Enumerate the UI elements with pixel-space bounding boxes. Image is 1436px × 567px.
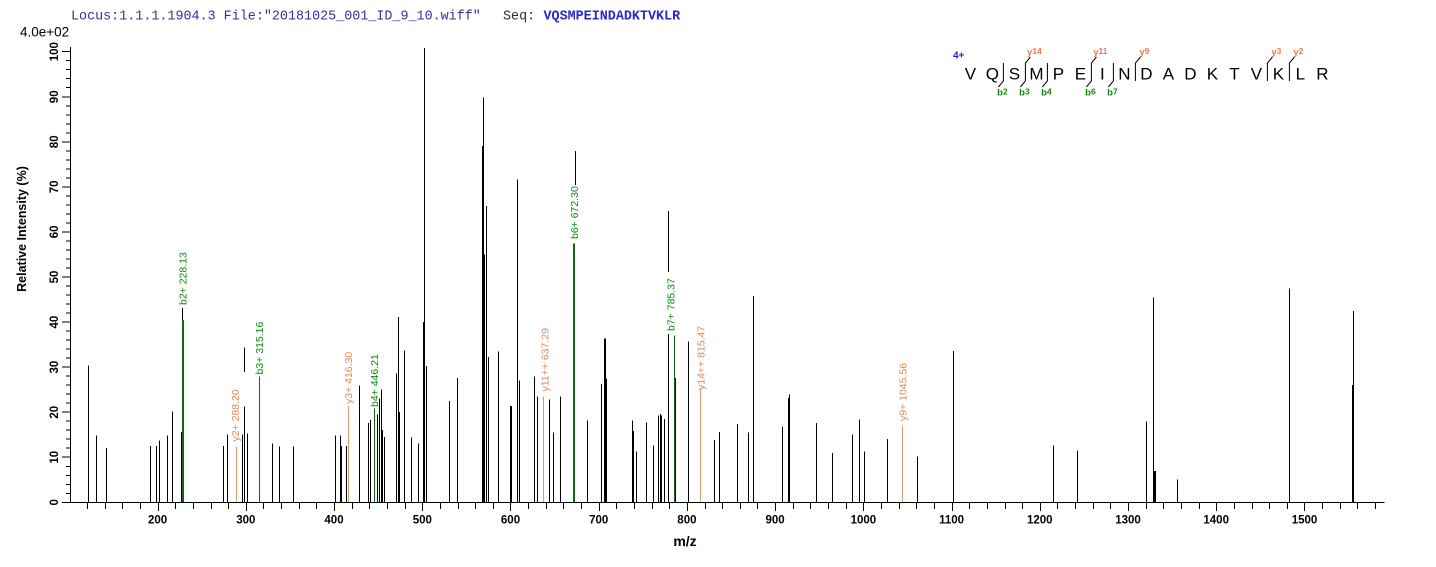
- svg-text:b6: b6: [1085, 87, 1096, 99]
- svg-text:M: M: [1029, 65, 1043, 84]
- svg-text:800: 800: [677, 515, 696, 527]
- svg-text:b7+ 785.37: b7+ 785.37: [666, 278, 678, 331]
- svg-text:50: 50: [49, 271, 61, 284]
- svg-text:y14++ 815.47: y14++ 815.47: [695, 326, 707, 390]
- svg-text:Locus:1.1.1.1904.3 File:"20181: Locus:1.1.1.1904.3 File:"20181025_001_ID…: [71, 10, 481, 25]
- svg-text:1400: 1400: [1203, 515, 1229, 527]
- svg-text:D: D: [1184, 65, 1196, 84]
- svg-text:P: P: [1053, 65, 1064, 84]
- svg-text:b3+ 315.16: b3+ 315.16: [254, 321, 266, 374]
- svg-text:b2: b2: [997, 87, 1008, 99]
- svg-text:R: R: [1316, 65, 1328, 84]
- svg-text:y14: y14: [1027, 46, 1042, 58]
- svg-text:200: 200: [148, 515, 167, 527]
- svg-text:1500: 1500: [1292, 515, 1318, 527]
- svg-text:I: I: [1100, 65, 1105, 84]
- svg-text:y2+ 288.20: y2+ 288.20: [230, 389, 242, 441]
- svg-text:30: 30: [49, 361, 61, 374]
- svg-text:b6+ 672.30: b6+ 672.30: [569, 186, 581, 239]
- svg-text:K: K: [1273, 65, 1285, 84]
- svg-text:90: 90: [49, 90, 61, 103]
- svg-text:y11: y11: [1093, 46, 1108, 58]
- svg-text:b4: b4: [1041, 87, 1052, 99]
- svg-text:900: 900: [766, 515, 785, 527]
- svg-text:700: 700: [589, 515, 608, 527]
- svg-text:y11++ 637.29: y11++ 637.29: [540, 328, 552, 392]
- svg-text:1000: 1000: [851, 515, 877, 527]
- svg-text:A: A: [1163, 65, 1175, 84]
- svg-text:VQSMPEINDADKTVKLR: VQSMPEINDADKTVKLR: [544, 10, 682, 25]
- svg-text:y2: y2: [1293, 46, 1303, 58]
- svg-text:1100: 1100: [939, 515, 964, 527]
- svg-text:V: V: [965, 65, 977, 84]
- svg-text:b2+ 228.13: b2+ 228.13: [178, 252, 190, 305]
- svg-text:1200: 1200: [1027, 515, 1053, 527]
- svg-text:60: 60: [49, 226, 61, 239]
- svg-text:0: 0: [49, 499, 61, 505]
- svg-text:20: 20: [49, 406, 61, 419]
- svg-text:400: 400: [324, 515, 343, 527]
- svg-text:1300: 1300: [1115, 515, 1141, 527]
- svg-text:S: S: [1009, 65, 1020, 84]
- svg-text:Seq:: Seq:: [503, 10, 535, 25]
- svg-text:y9+ 1045.56: y9+ 1045.56: [897, 363, 909, 421]
- svg-text:4+: 4+: [953, 51, 965, 62]
- svg-text:E: E: [1075, 65, 1086, 84]
- svg-text:y9: y9: [1139, 46, 1149, 58]
- svg-text:10: 10: [49, 451, 61, 464]
- svg-text:40: 40: [49, 316, 61, 329]
- svg-text:V: V: [1251, 65, 1263, 84]
- svg-text:K: K: [1207, 65, 1219, 84]
- svg-text:70: 70: [49, 181, 61, 194]
- svg-text:N: N: [1118, 65, 1130, 84]
- svg-text:500: 500: [413, 515, 432, 527]
- svg-text:b7: b7: [1107, 87, 1118, 99]
- svg-text:L: L: [1296, 65, 1305, 84]
- svg-text:D: D: [1140, 65, 1152, 84]
- svg-text:b4+ 446.21: b4+ 446.21: [369, 354, 381, 407]
- svg-text:Q: Q: [986, 65, 999, 84]
- svg-text:Relative Intensity (%): Relative Intensity (%): [15, 166, 29, 292]
- svg-text:4.0e+02: 4.0e+02: [20, 25, 69, 40]
- svg-text:y3: y3: [1271, 46, 1281, 58]
- svg-text:T: T: [1229, 65, 1239, 84]
- svg-text:600: 600: [501, 515, 520, 527]
- svg-text:m/z: m/z: [673, 533, 696, 549]
- svg-text:y3+ 416.30: y3+ 416.30: [343, 352, 355, 404]
- svg-text:100: 100: [49, 42, 61, 61]
- svg-text:b3: b3: [1019, 87, 1030, 99]
- svg-text:80: 80: [49, 135, 61, 148]
- svg-text:300: 300: [236, 515, 255, 527]
